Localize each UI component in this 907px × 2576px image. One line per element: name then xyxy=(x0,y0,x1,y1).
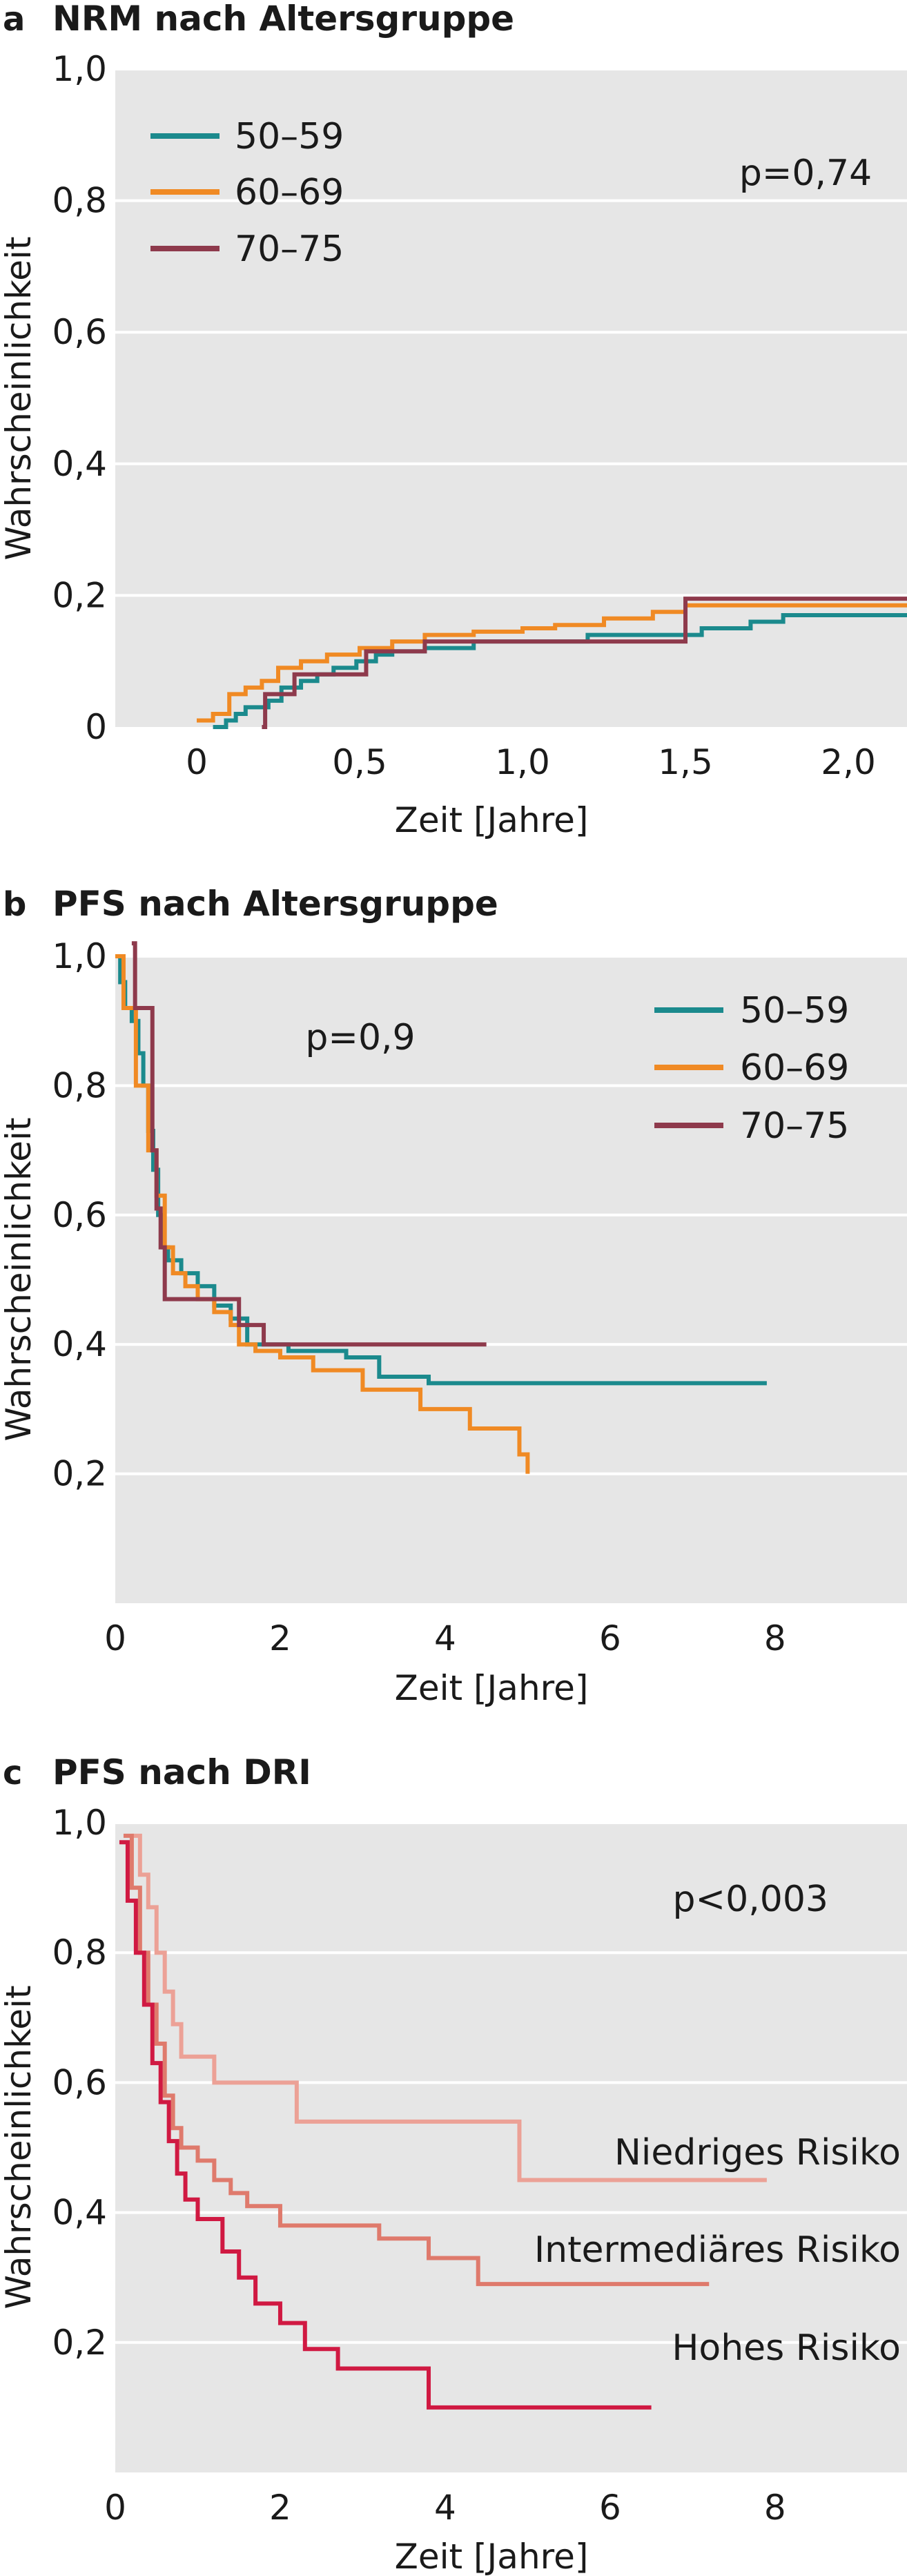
x-tick-label-a-4: 2,0 xyxy=(821,742,876,782)
x-axis-label-a: Zeit [Jahre] xyxy=(395,800,589,840)
x-tick-label-b-0: 0 xyxy=(104,1618,126,1658)
panel-letter-c: c xyxy=(3,1754,22,1792)
series-line-a-2 xyxy=(262,597,907,729)
y-axis-label-b: Wahrscheinlichkeit xyxy=(0,1117,39,1441)
legend-label-a-0: 50–59 xyxy=(235,116,344,157)
y-tick-label-b-4: 1,0 xyxy=(52,936,107,976)
x-tick-labels-a: 0 0,5 1,0 1,5 2,0 xyxy=(186,742,876,782)
y-tick-label-a-3: 0,6 xyxy=(52,312,107,352)
panel-title-b: PFS nach Altersgruppe xyxy=(52,884,498,924)
y-tick-label-c-1: 0,4 xyxy=(52,2193,107,2233)
p-value-c: p<0,003 xyxy=(673,1879,828,1920)
legend-label-b-1: 60–69 xyxy=(740,1047,849,1089)
p-value-a: p=0,74 xyxy=(739,153,872,194)
y-tick-label-a-1: 0,2 xyxy=(52,575,107,615)
series-group-a xyxy=(197,597,907,729)
y-tick-labels-c: 0,2 0,4 0,6 0,8 1,0 xyxy=(52,1803,107,2363)
x-tick-labels-b: 0 2 4 6 8 xyxy=(104,1618,786,1658)
y-tick-label-b-0: 0,2 xyxy=(52,1454,107,1494)
panel-b: b PFS nach Altersgruppe 0,20,40,60,81,0 … xyxy=(0,884,907,1708)
y-tick-labels-a: 0 0,2 0,4 0,6 0,8 1,0 xyxy=(52,49,107,747)
plot-area-b xyxy=(115,956,907,1603)
y-axis-label-a: Wahrscheinlichkeit xyxy=(0,236,39,560)
y-tick-label-a-0: 0 xyxy=(85,707,107,747)
y-tick-label-c-4: 1,0 xyxy=(52,1803,107,1843)
y-tick-labels-b: 0,2 0,4 0,6 0,8 1,0 xyxy=(52,936,107,1494)
x-tick-label-a-0: 0 xyxy=(186,742,208,782)
curve-label-hohes-risiko: Hohes Risiko xyxy=(672,2327,901,2369)
x-tick-label-a-1: 0,5 xyxy=(332,742,387,782)
series-group-c xyxy=(119,1833,767,2410)
series-line-b-2 xyxy=(131,941,487,1347)
x-axis-label-b: Zeit [Jahre] xyxy=(395,1668,589,1708)
y-tick-label-a-5: 1,0 xyxy=(52,49,107,89)
y-tick-label-c-3: 0,8 xyxy=(52,1933,107,1973)
y-tick-label-a-4: 0,8 xyxy=(52,181,107,221)
x-tick-label-c-0: 0 xyxy=(104,2488,126,2528)
legend-b: 50–59 60–69 70–75 xyxy=(654,990,849,1147)
x-tick-label-b-3: 6 xyxy=(599,1618,621,1658)
legend-label-a-1: 60–69 xyxy=(235,172,344,213)
series-line-a-1 xyxy=(197,603,907,723)
x-tick-label-b-1: 2 xyxy=(269,1618,291,1658)
legend-label-a-2: 70–75 xyxy=(235,229,344,270)
x-tick-label-a-3: 1,5 xyxy=(658,742,713,782)
x-tick-label-b-4: 8 xyxy=(764,1618,786,1658)
legend-label-b-2: 70–75 xyxy=(740,1105,849,1147)
y-tick-label-c-0: 0,2 xyxy=(52,2323,107,2363)
y-tick-label-c-2: 0,6 xyxy=(52,2062,107,2102)
panel-letter-b: b xyxy=(3,885,26,924)
x-axis-label-c: Zeit [Jahre] xyxy=(395,2537,589,2576)
x-tick-label-c-2: 4 xyxy=(434,2488,456,2528)
panel-title-a: NRM nach Altersgruppe xyxy=(52,0,514,39)
series-line-c-1 xyxy=(123,1833,710,2287)
y-tick-label-b-3: 0,8 xyxy=(52,1065,107,1105)
x-tick-label-c-3: 6 xyxy=(599,2488,621,2528)
y-tick-label-a-2: 0,4 xyxy=(52,444,107,484)
panel-title-c: PFS nach DRI xyxy=(52,1752,311,1792)
series-line-c-0 xyxy=(131,1833,767,2182)
plot-area-c xyxy=(115,1823,907,2472)
grid-lines-a xyxy=(115,68,907,597)
x-tick-label-c-4: 8 xyxy=(764,2488,786,2528)
x-tick-label-b-2: 4 xyxy=(434,1618,456,1658)
legend-label-b-0: 50–59 xyxy=(740,990,849,1032)
x-tick-label-a-2: 1,0 xyxy=(495,742,550,782)
x-tick-labels-c: 0 2 4 6 8 xyxy=(104,2488,786,2528)
series-line-c-2 xyxy=(119,1840,652,2410)
y-tick-label-b-2: 0,6 xyxy=(52,1195,107,1235)
plot-area-a xyxy=(115,69,907,727)
legend-a: 50–59 60–69 70–75 xyxy=(150,116,344,270)
x-tick-label-c-1: 2 xyxy=(269,2488,291,2528)
panel-letter-a: a xyxy=(3,0,25,39)
panel-a: a NRM nach Altersgruppe 0 0,2 0,4 0,6 0,8 1,0… xyxy=(0,0,907,840)
curve-label-niedriges-risiko: Niedriges Risiko xyxy=(614,2132,901,2173)
p-value-b: p=0,9 xyxy=(305,1017,415,1058)
y-tick-label-b-1: 0,4 xyxy=(52,1324,107,1364)
curve-label-intermediaeres-risiko: Intermediäres Risiko xyxy=(534,2229,901,2271)
series-group-b xyxy=(115,941,767,1474)
y-axis-label-c: Wahrscheinlichkeit xyxy=(0,1985,39,2309)
panel-c: c PFS nach DRI 0,2 0,4 0,6 0,8 1,0 0 2 4 6 8 Wah… xyxy=(0,1752,907,2576)
